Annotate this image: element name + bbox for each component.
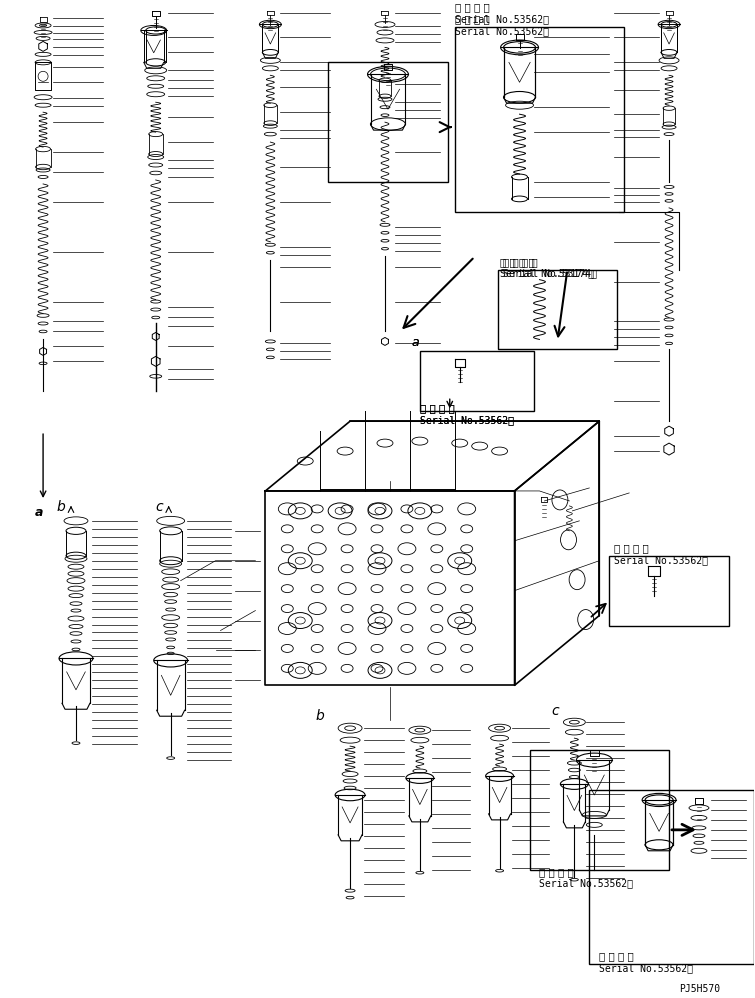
Text: a: a bbox=[412, 336, 420, 349]
Text: 適 用 号 機: 適 用 号 機 bbox=[420, 403, 455, 413]
Text: 適 用 号 機: 適 用 号 機 bbox=[455, 14, 489, 25]
Bar bbox=[455, 28, 624, 212]
Text: 適 用 号 機: 適 用 号 機 bbox=[420, 403, 455, 413]
Text: b: b bbox=[56, 500, 65, 514]
Text: 適 用 号 機: 適 用 号 機 bbox=[599, 951, 634, 961]
Text: Serial No.53562～: Serial No.53562～ bbox=[599, 963, 693, 973]
Text: 適 用 号 機: 適 用 号 機 bbox=[540, 866, 575, 876]
Text: Serial No.53562～: Serial No.53562～ bbox=[540, 878, 633, 888]
Text: Serial No.53174～: Serial No.53174～ bbox=[503, 268, 596, 278]
Text: Serial No.53562～: Serial No.53562～ bbox=[420, 415, 514, 425]
Text: Serial No.53562～: Serial No.53562～ bbox=[420, 415, 514, 425]
Text: a: a bbox=[412, 336, 420, 349]
Text: Serial No.53174～: Serial No.53174～ bbox=[500, 268, 593, 278]
Text: Serial No.53562～: Serial No.53562～ bbox=[615, 555, 708, 565]
Text: c: c bbox=[551, 705, 559, 719]
Text: 適 用 号 機: 適 用 号 機 bbox=[455, 3, 489, 13]
Text: 適 用 号 機: 適 用 号 機 bbox=[503, 256, 538, 266]
Text: 適 用 号 機: 適 用 号 機 bbox=[615, 543, 649, 553]
Text: Serial No.53562～: Serial No.53562～ bbox=[455, 14, 549, 25]
Bar bbox=[609, 556, 729, 626]
Bar bbox=[590, 790, 753, 964]
Text: a: a bbox=[35, 506, 44, 519]
Text: b: b bbox=[315, 710, 324, 724]
Text: Serial No.53562～: Serial No.53562～ bbox=[455, 26, 549, 37]
Bar bbox=[420, 351, 535, 411]
Text: c: c bbox=[156, 500, 163, 514]
Text: 適 用 号 機: 適 用 号 機 bbox=[500, 256, 535, 266]
Bar bbox=[529, 750, 669, 869]
Bar bbox=[328, 62, 448, 182]
Bar bbox=[498, 269, 618, 349]
Text: PJ5H570: PJ5H570 bbox=[679, 984, 720, 994]
